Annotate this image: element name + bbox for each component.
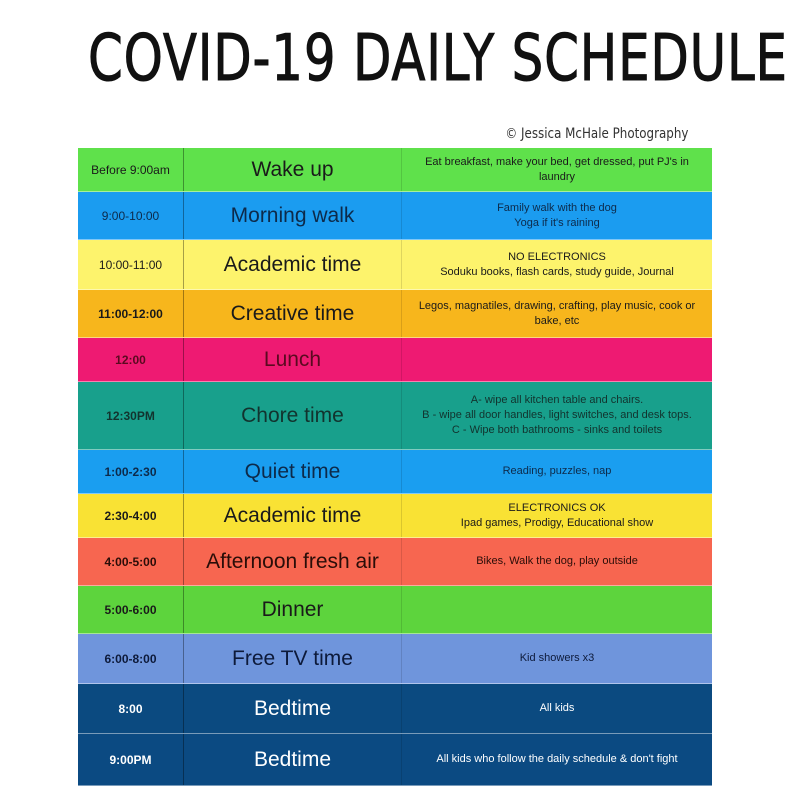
activity-cell: Academic time [184, 494, 402, 537]
details-line: Kid showers x3 [519, 652, 595, 664]
time-cell: 9:00PM [78, 734, 184, 785]
details-cell: Family walk with the dog Yoga if it's rai… [402, 192, 712, 239]
schedule-table: Before 9:00am Wake up Eat breakfast, make … [78, 148, 712, 786]
page-title: COVID-19 DAILY SCHEDULE [88, 22, 788, 97]
activity-cell: Quiet time [184, 450, 402, 493]
schedule-row: 11:00-12:00 Creative time Legos, magnatile… [78, 290, 712, 338]
time-cell: 1:00-2:30 [78, 450, 184, 493]
schedule-row: 4:00-5:00 Afternoon fresh air Bikes, Walk … [78, 538, 712, 586]
schedule-row: 12:30PM Chore time A- wipe all kitchen tab… [78, 382, 712, 450]
details-line: C - Wipe both bathrooms - sinks and toil… [451, 424, 663, 436]
time-cell: 12:30PM [78, 382, 184, 449]
time-cell: Before 9:00am [78, 148, 184, 191]
time-cell: 8:00 [78, 684, 184, 733]
schedule-row: 2:30-4:00 Academic time ELECTRONICS OK Ipad… [78, 494, 712, 538]
details-cell: A- wipe all kitchen table and chairs. B -… [402, 382, 712, 449]
time-cell: 6:00-8:00 [78, 634, 184, 683]
schedule-row: 8:00 Bedtime All kids [78, 684, 712, 734]
schedule-row: Before 9:00am Wake up Eat breakfast, make … [78, 148, 712, 192]
schedule-row: 5:00-6:00 Dinner [78, 586, 712, 634]
details-line: Legos, magnatiles, drawing, crafting, pl… [418, 299, 696, 327]
activity-cell: Creative time [184, 290, 402, 337]
details-line: A- wipe all kitchen table and chairs. [470, 394, 644, 406]
time-cell: 4:00-5:00 [78, 538, 184, 585]
details-line: All kids who follow the daily schedule &… [436, 753, 678, 765]
details-line: NO ELECTRONICS [508, 250, 606, 263]
schedule-row: 1:00-2:30 Quiet time Reading, puzzles, nap [78, 450, 712, 494]
details-line: Family walk with the dog [497, 201, 617, 214]
details-cell: Reading, puzzles, nap [402, 450, 712, 493]
activity-cell: Academic time [184, 240, 402, 289]
activity-cell: Dinner [184, 586, 402, 633]
time-cell: 10:00-11:00 [78, 240, 184, 289]
photo-credit: © Jessica McHale Photography [504, 126, 688, 142]
schedule-row: 9:00PM Bedtime All kids who follow the dai… [78, 734, 712, 786]
activity-cell: Bedtime [184, 684, 402, 733]
activity-cell: Morning walk [184, 192, 402, 239]
activity-cell: Afternoon fresh air [184, 538, 402, 585]
details-line: ELECTRONICS OK [508, 501, 606, 514]
details-line: Eat breakfast, make your bed, get dresse… [425, 155, 689, 183]
schedule-row: 6:00-8:00 Free TV time Kid showers x3 [78, 634, 712, 684]
details-line: All kids [539, 702, 575, 714]
time-cell: 12:00 [78, 338, 184, 381]
schedule-row: 10:00-11:00 Academic time NO ELECTRONICS So… [78, 240, 712, 290]
details-cell [402, 586, 712, 633]
time-cell: 5:00-6:00 [78, 586, 184, 633]
details-cell: Kid showers x3 [402, 634, 712, 683]
details-cell: All kids [402, 684, 712, 733]
activity-cell: Chore time [184, 382, 402, 449]
details-line: Soduku books, flash cards, study guide, … [440, 265, 674, 278]
details-line: B - wipe all door handles, light switche… [422, 409, 692, 421]
time-cell: 11:00-12:00 [78, 290, 184, 337]
details-cell: NO ELECTRONICS Soduku books, flash cards,… [402, 240, 712, 289]
time-cell: 2:30-4:00 [78, 494, 184, 537]
schedule-row: 9:00-10:00 Morning walk Family walk with t… [78, 192, 712, 240]
activity-cell: Bedtime [184, 734, 402, 785]
activity-cell: Lunch [184, 338, 402, 381]
details-line: Ipad games, Prodigy, Educational show [460, 516, 654, 529]
activity-cell: Free TV time [184, 634, 402, 683]
details-cell: ELECTRONICS OK Ipad games, Prodigy, Educa… [402, 494, 712, 537]
details-line: Bikes, Walk the dog, play outside [476, 555, 638, 567]
details-cell [402, 338, 712, 381]
schedule-row: 12:00 Lunch [78, 338, 712, 382]
details-cell: Eat breakfast, make your bed, get dresse… [402, 148, 712, 191]
details-line: Yoga if it's raining [514, 216, 600, 229]
details-cell: Legos, magnatiles, drawing, crafting, pl… [402, 290, 712, 337]
time-cell: 9:00-10:00 [78, 192, 184, 239]
details-line: Reading, puzzles, nap [502, 465, 612, 477]
details-cell: All kids who follow the daily schedule &… [402, 734, 712, 785]
activity-cell: Wake up [184, 148, 402, 191]
details-cell: Bikes, Walk the dog, play outside [402, 538, 712, 585]
